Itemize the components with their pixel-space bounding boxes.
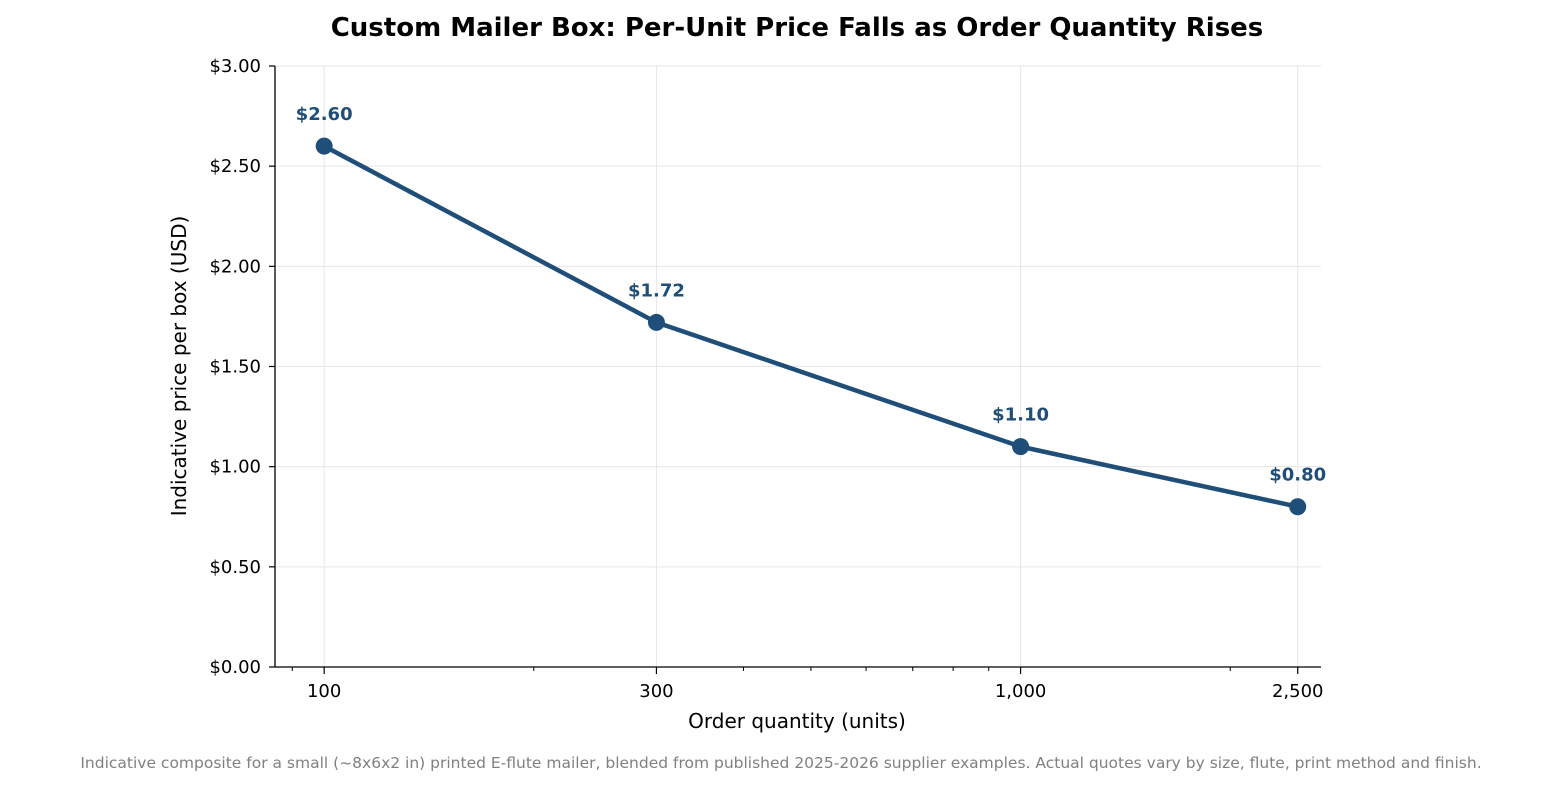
y-tick-label: $1.50 — [209, 357, 261, 378]
price-data-label: $2.60 — [296, 104, 353, 125]
price-data-label: $1.10 — [992, 405, 1049, 426]
x-axis-label: Order quantity (units) — [688, 709, 906, 733]
y-tick-label: $0.50 — [209, 557, 261, 578]
y-tick-label: $1.00 — [209, 457, 261, 478]
labels-layer: $2.60 $1.72 $1.10 $0.80 — [296, 104, 1327, 486]
x-tick-label: 2,500 — [1272, 681, 1324, 702]
y-tick-label: $2.00 — [209, 256, 261, 277]
grid-layer — [275, 65, 1321, 668]
series-layer — [315, 137, 1307, 516]
x-tick-label: 1,000 — [995, 681, 1047, 702]
x-tick-label: 300 — [639, 681, 673, 702]
price-data-label: $0.80 — [1269, 465, 1326, 486]
footnote: Indicative composite for a small (~8x6x2… — [80, 754, 1481, 772]
price-point — [647, 313, 665, 331]
y-tick-label: $2.50 — [209, 156, 261, 177]
price-point — [1289, 498, 1307, 516]
price-point — [1012, 438, 1030, 456]
price-series-line — [321, 143, 1300, 509]
price-point — [315, 137, 333, 155]
chart-title: Custom Mailer Box: Per-Unit Price Falls … — [331, 13, 1264, 43]
y-tick-label: $3.00 — [209, 56, 261, 77]
y-tick-label: $0.00 — [209, 657, 261, 678]
y-axis-label: Indicative price per box (USD) — [167, 216, 191, 517]
axes-layer: $0.00 $0.50 $1.00 $1.50 $2.00 $2.50 $3.00 100 30… — [209, 56, 1323, 702]
price-data-label: $1.72 — [628, 280, 685, 301]
x-tick-label: 100 — [307, 681, 341, 702]
